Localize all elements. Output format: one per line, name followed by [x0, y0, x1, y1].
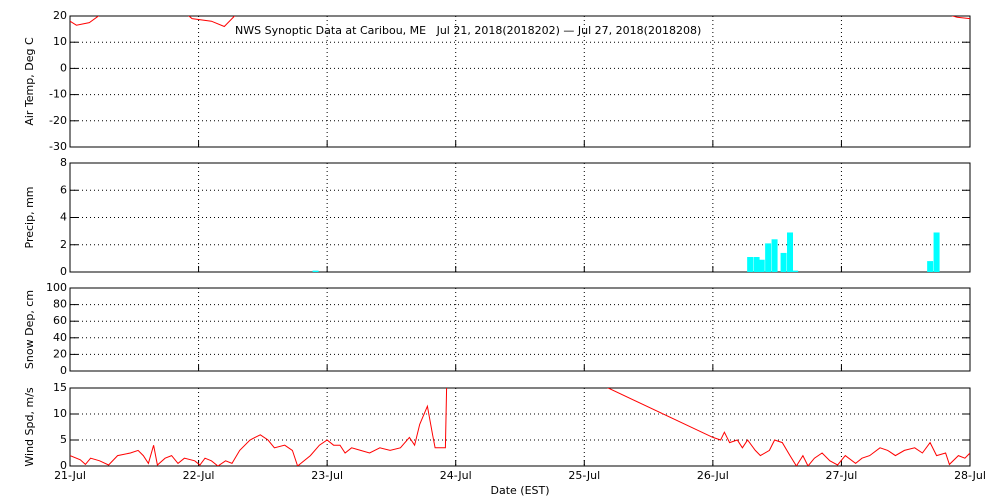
y-tick-label: 60 — [53, 314, 67, 327]
y-tick-label: 0 — [60, 364, 67, 377]
y-axis-label: Air Temp, Deg C — [23, 37, 36, 126]
chart-title: NWS Synoptic Data at Caribou, ME Jul 21,… — [235, 24, 701, 37]
x-tick-label: 28-Jul — [954, 469, 986, 482]
bar — [312, 270, 319, 272]
x-tick-label: 23-Jul — [311, 469, 343, 482]
x-tick-label: 26-Jul — [697, 469, 729, 482]
x-tick-label: 25-Jul — [568, 469, 600, 482]
bar — [747, 257, 754, 272]
bar — [765, 243, 772, 272]
plot-area — [70, 388, 970, 466]
plot-area — [312, 232, 940, 272]
x-tick-label: 22-Jul — [183, 469, 215, 482]
y-tick-label: 20 — [53, 347, 67, 360]
y-axis-label: Wind Spd, m/s — [23, 387, 36, 467]
bar — [787, 232, 793, 272]
y-tick-label: -20 — [49, 114, 67, 127]
y-tick-label: 4 — [60, 211, 67, 224]
y-tick-label: 100 — [46, 281, 67, 294]
x-tick-label: 21-Jul — [54, 469, 86, 482]
y-tick-label: 40 — [53, 331, 67, 344]
x-axis-label: Date (EST) — [490, 484, 549, 497]
bar — [753, 257, 760, 272]
plot-area — [70, 16, 970, 28]
y-tick-label: 8 — [60, 156, 67, 169]
y-tick-label: -10 — [49, 88, 67, 101]
y-tick-label: 15 — [53, 381, 67, 394]
y-tick-label: 2 — [60, 238, 67, 251]
data-line — [70, 16, 970, 28]
plot-frame — [69, 162, 971, 273]
bar — [780, 252, 787, 272]
y-tick-label: -30 — [49, 140, 67, 153]
bar — [771, 239, 778, 272]
y-tick-label: 80 — [53, 298, 67, 311]
x-tick-label: 24-Jul — [440, 469, 472, 482]
y-tick-label: 5 — [60, 433, 67, 446]
y-axis-label: Precip, mm — [23, 187, 36, 249]
y-axis-label: Snow Dep, cm — [23, 290, 36, 369]
bar — [758, 259, 765, 272]
y-tick-label: 0 — [60, 459, 67, 472]
plot-frame — [69, 15, 971, 148]
bar — [792, 270, 799, 272]
bar — [933, 232, 940, 272]
x-tick-label: 27-Jul — [825, 469, 857, 482]
data-line — [70, 388, 970, 466]
y-tick-label: 20 — [53, 9, 67, 22]
plot-frame — [69, 287, 971, 372]
bar — [927, 261, 934, 272]
plot-frame — [69, 387, 971, 467]
y-tick-label: 0 — [60, 61, 67, 74]
y-tick-label: 10 — [53, 407, 67, 420]
y-tick-label: 0 — [60, 265, 67, 278]
y-tick-label: 6 — [60, 183, 67, 196]
y-tick-label: 10 — [53, 35, 67, 48]
